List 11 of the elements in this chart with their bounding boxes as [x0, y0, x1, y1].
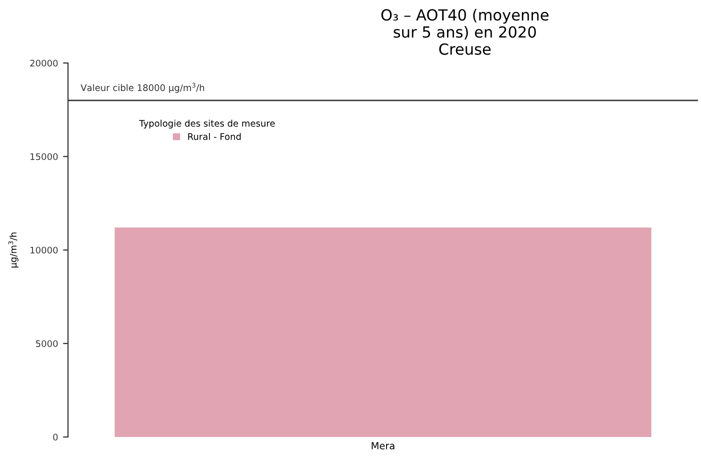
- y-axis-title: µg/m$^{3}$/h: [8, 232, 18, 268]
- y-tick-label: 10000: [30, 246, 58, 254]
- y-tick-label: 15000: [30, 153, 58, 160]
- chart-title: O₃ – AOT40 (moyenne sur 5 ans) en 2020 Creuse: [381, 8, 548, 55]
- y-tick-label: 0: [53, 434, 58, 441]
- legend-label: Rural - Fond: [188, 132, 241, 140]
- legend-title: Typologie des sites de mesure: [139, 120, 275, 128]
- y-tick-label: 5000: [36, 340, 58, 348]
- ref-line-label: Valeur cible 18000 µg/m$^{3}$/h: [80, 82, 204, 93]
- y-tick-label: 20000: [30, 60, 58, 67]
- x-tick-label: Mera: [372, 442, 394, 450]
